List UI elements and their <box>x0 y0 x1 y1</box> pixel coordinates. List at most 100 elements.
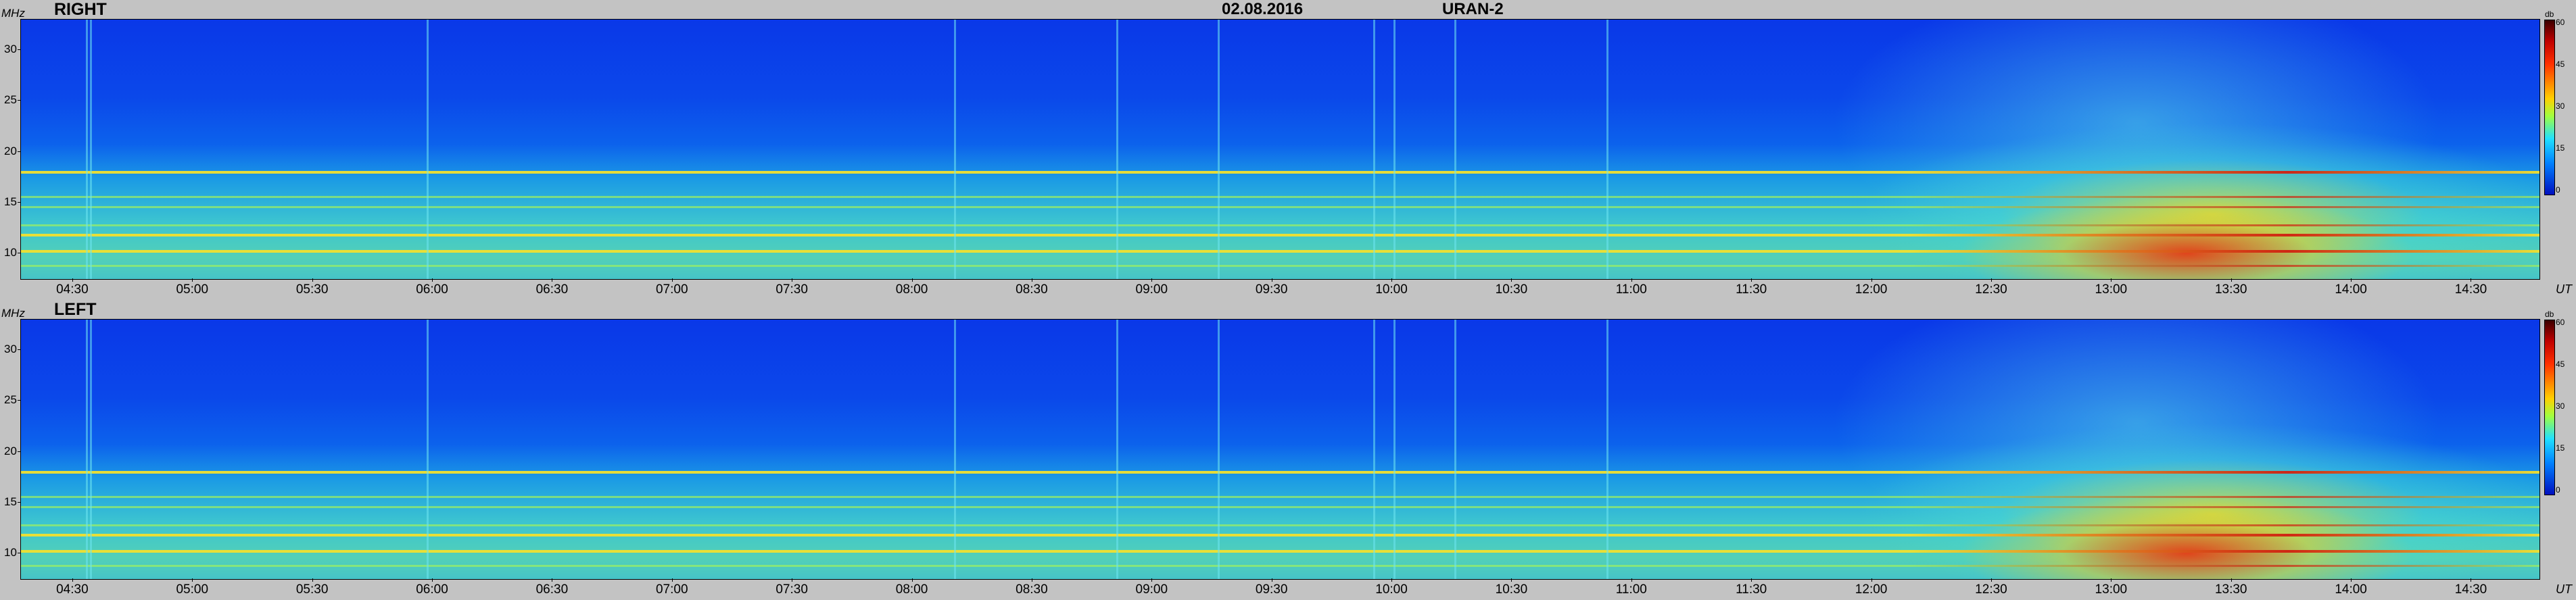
interference-streak <box>1218 320 1220 579</box>
x-tick-label: 11:00 <box>1615 582 1647 597</box>
colorbar-tick-label: 15 <box>2556 143 2565 153</box>
y-tick <box>18 100 20 101</box>
y-tick-label: 20 <box>4 444 17 457</box>
date-label: 02.08.2016 <box>1222 0 1304 18</box>
x-tick <box>1990 578 1992 582</box>
y-tick <box>18 349 20 351</box>
colorbar <box>2544 320 2555 495</box>
x-tick-label: 10:00 <box>1375 582 1408 597</box>
colorbar-unit: db <box>2545 309 2554 319</box>
interference-streak <box>1606 20 1608 279</box>
colorbar <box>2544 20 2555 195</box>
y-tick <box>18 202 20 203</box>
x-tick <box>1151 278 1153 282</box>
x-tick-label: 09:00 <box>1135 582 1168 597</box>
x-tick-label: 08:30 <box>1016 582 1048 597</box>
spectrogram-panel-right: RIGHT MHz db UT 30 25 20 15 10 04:30 05:00 05:3… <box>1 0 2572 297</box>
instrument-label: URAN-2 <box>1442 0 1504 18</box>
y-tick <box>18 451 20 452</box>
interference-streak <box>1393 320 1396 579</box>
x-tick-label: 13:00 <box>2095 582 2128 597</box>
emission-band <box>21 505 2539 508</box>
emission-band <box>21 250 2539 253</box>
x-tick-label: 05:00 <box>176 282 209 297</box>
y-tick-label: 15 <box>4 195 17 209</box>
interference-streak <box>90 320 92 579</box>
x-tick <box>1151 578 1153 582</box>
x-tick-label: 14:30 <box>2454 582 2487 597</box>
x-tick <box>1751 278 1752 282</box>
interference-streak <box>1373 20 1375 279</box>
spectrogram-panel-left: LEFT MHz db UT 30 25 20 15 10 04:30 05:00 05:30… <box>0 300 2576 600</box>
x-tick <box>1511 578 1512 582</box>
colorbar-tick-label: 45 <box>2556 59 2565 69</box>
colorbar-tick-label: 45 <box>2556 359 2565 369</box>
interference-streak <box>1606 320 1608 579</box>
x-tick <box>312 278 313 282</box>
x-tick <box>911 578 913 582</box>
y-tick-label: 10 <box>4 246 17 259</box>
x-tick <box>671 278 673 282</box>
emission-band <box>21 205 2539 208</box>
x-tick-label: 09:30 <box>1255 582 1288 597</box>
x-tick-label: 05:30 <box>295 282 329 297</box>
interference-streak <box>1393 20 1396 279</box>
x-tick-label: 07:30 <box>776 582 808 597</box>
emission-band <box>21 224 2539 226</box>
x-tick-label: 06:00 <box>416 582 448 597</box>
y-tick-label: 25 <box>4 393 17 407</box>
x-tick-label: 06:00 <box>416 282 448 297</box>
x-tick-label: 11:30 <box>1736 582 1767 597</box>
x-tick-label: 11:30 <box>1736 282 1767 297</box>
x-tick <box>1631 578 1632 582</box>
interference-streak <box>90 20 92 279</box>
x-tick-label: 12:30 <box>1975 282 2007 297</box>
x-tick-label: 07:30 <box>776 282 808 297</box>
x-tick <box>2231 278 2232 282</box>
y-tick-label: 30 <box>4 343 17 356</box>
interference-streak <box>1116 20 1118 279</box>
y-tick-label: 20 <box>4 144 17 157</box>
x-tick-label: 05:30 <box>295 582 329 597</box>
x-tick <box>2111 278 2112 282</box>
emission-band <box>21 524 2539 526</box>
spectrogram-plot <box>20 319 2540 580</box>
x-tick-label: 08:00 <box>895 282 928 297</box>
x-tick-label: 10:00 <box>1375 282 1408 297</box>
x-tick-label: 12:00 <box>1855 582 1888 597</box>
x-tick-label: 04:30 <box>56 282 89 297</box>
y-tick-label: 15 <box>4 495 17 509</box>
colorbar-tick-label: 30 <box>2556 401 2565 411</box>
x-tick <box>432 278 433 282</box>
x-tick <box>911 278 913 282</box>
x-tick-label: 13:00 <box>2095 282 2128 297</box>
x-axis-unit: UT <box>2556 582 2572 596</box>
x-tick <box>1751 578 1752 582</box>
x-tick <box>72 278 73 282</box>
spectrogram-plot <box>20 19 2540 280</box>
interference-streak <box>86 20 88 279</box>
emission-band <box>21 495 2539 498</box>
x-tick <box>432 578 433 582</box>
emission-band <box>21 264 2539 267</box>
y-tick <box>18 49 20 51</box>
interference-streak <box>954 20 956 279</box>
x-tick-label: 14:00 <box>2335 582 2367 597</box>
interference-streak <box>954 320 956 579</box>
colorbar-unit: db <box>2545 9 2554 19</box>
x-tick-label: 05:00 <box>176 582 209 597</box>
x-tick-label: 08:00 <box>895 582 928 597</box>
interference-streak <box>427 320 429 579</box>
x-tick-label: 13:30 <box>2214 282 2247 297</box>
x-tick <box>1990 278 1992 282</box>
colorbar-tick-label: 0 <box>2556 485 2560 495</box>
emission-band <box>21 195 2539 198</box>
x-tick <box>312 578 313 582</box>
x-tick-label: 09:00 <box>1135 282 1168 297</box>
colorbar-tick-label: 60 <box>2556 18 2565 27</box>
x-tick <box>192 278 193 282</box>
x-tick-label: 14:00 <box>2335 282 2367 297</box>
x-tick <box>1631 278 1632 282</box>
y-axis-unit: MHz <box>1 307 25 320</box>
x-tick-label: 04:30 <box>56 582 89 597</box>
